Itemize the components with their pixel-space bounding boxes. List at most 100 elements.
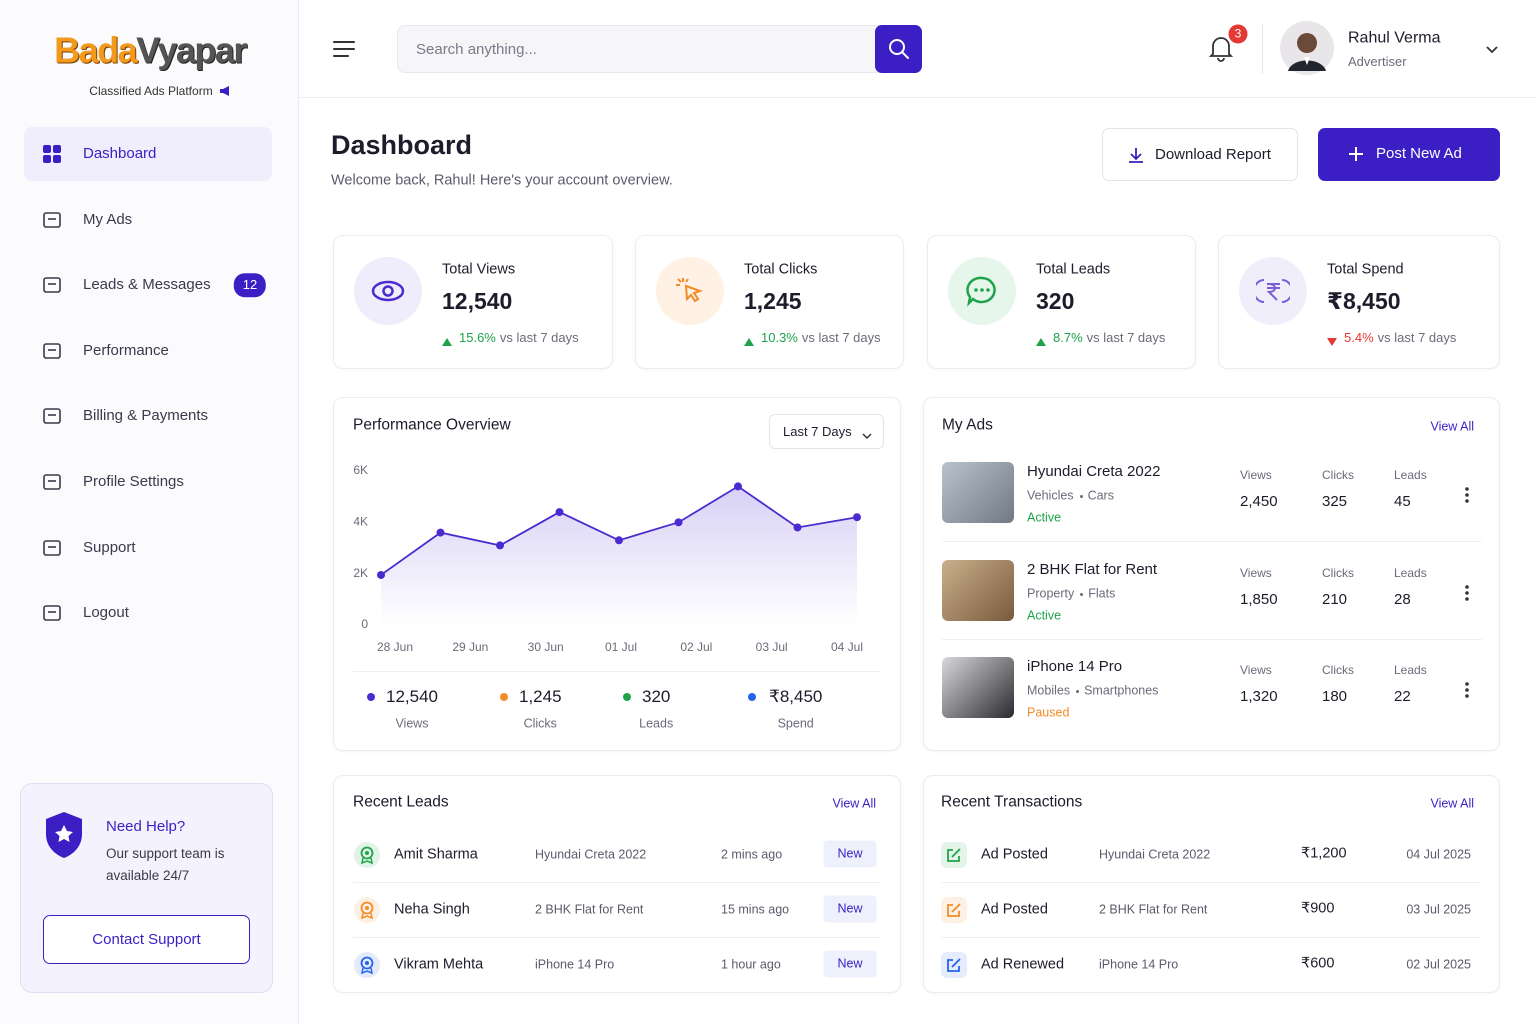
nav-icon [42,275,62,295]
view-all-link[interactable]: View All [1430,419,1474,434]
ad-status: Active [1027,510,1062,525]
icon-path [947,849,960,862]
view-all-link[interactable]: View All [1430,796,1474,811]
transaction-icon-glyph [946,847,962,863]
icon-circle [1465,596,1469,601]
icon-rect [53,145,61,153]
icon-path [862,433,872,440]
point [853,513,861,522]
search-box[interactable]: Search anything... [397,25,922,73]
metric-value: 22 [1394,688,1411,705]
search-button[interactable] [875,25,922,73]
stat-value: 320 [1036,288,1075,315]
row-divider [353,937,881,938]
metric-label: Views [1240,565,1272,580]
icon-circle [980,288,984,292]
summary-value: ₹8,450 [769,686,823,706]
icon-circle [1297,33,1317,53]
transaction-ad: 2 BHK Flat for Rent [1099,902,1208,917]
header-divider [299,97,1536,98]
ad-subcategory: Cars [1087,488,1114,503]
icon-svg [966,276,996,307]
icon-svg [333,41,355,57]
nav-item[interactable]: Profile Settings [83,473,184,490]
range-dropdown[interactable]: Last 7 Days [769,414,884,449]
transaction-date: 03 Jul 2025 [1406,902,1471,917]
stat-icon [948,257,1016,325]
metric-label: Views [1240,467,1272,482]
metric-label: Leads [1394,565,1427,580]
icon-circle [1465,682,1469,686]
icon-circle [1465,694,1469,698]
tagline: Classified Ads Platform [89,83,213,98]
icon-path [360,857,374,865]
icon-path [1327,338,1337,346]
nav-item[interactable]: Performance [83,342,169,359]
metric-label: Clicks [1322,565,1354,580]
icon-circle [974,288,978,292]
nav-item[interactable]: Logout [83,604,129,621]
ad-subcategory: Smartphones [1084,683,1159,698]
icon-rect [43,540,61,556]
nav-icon [42,538,62,558]
icon-path [676,278,689,286]
bell-icon [1208,35,1234,62]
lead-icon-glyph [359,846,375,865]
transaction-amount: ₹900 [1301,900,1335,917]
icon-circle [1465,584,1469,589]
nav-icon [42,603,62,623]
nav-item[interactable]: Dashboard [83,145,157,162]
icon-svg [1465,584,1469,601]
stat-label: Total Spend [1327,261,1404,278]
icon-svg [947,958,961,972]
stat-note: vs last 7 days [499,330,579,346]
post-new-ad-button[interactable]: Post New Ad [1318,128,1500,181]
plus-icon [1348,146,1364,162]
chevron-icon [1485,42,1499,54]
more-menu [1464,584,1470,602]
icon-svg [360,956,374,975]
card-title: Recent Leads [353,793,449,811]
download-report-button[interactable]: Download Report [1102,128,1298,181]
more-menu [1464,681,1470,699]
lead-icon [354,897,380,923]
nav-item[interactable]: Support [83,539,136,556]
nav-item[interactable]: My Ads [83,211,133,228]
performance-card: Performance Overview Last 7 Days 0 2K 4K 6K 28… [333,397,901,751]
stat-value: 1,245 [744,288,802,315]
icon-rect [43,145,51,153]
contact-support-button[interactable]: Contact Support [43,915,250,964]
x-tick-label: 28 Jun [377,640,413,654]
stat-icon-glyph [965,274,999,308]
x-tick-label: 02 Jul [680,640,712,654]
ad-thumbnail [942,462,1014,523]
nav-icon [42,341,62,361]
ad-category: Vehicles [1027,488,1074,503]
icon-svg [46,812,82,858]
nav-item[interactable]: Billing & Payments [83,407,209,424]
icon-svg [43,212,61,228]
icon-path [1349,147,1363,161]
icon-path [333,41,355,57]
metric-value: 325 [1322,493,1348,510]
icon-path [744,338,754,346]
icon-path [1129,148,1143,163]
performance-chart: 0 2K 4K 6K 28 Jun 29 Jun 30 Jun 01 Jul 02 Jul 03 … [353,463,863,654]
help-text: Our support team is [106,845,225,861]
metric-value: 210 [1322,590,1348,608]
nav-icon [42,472,62,492]
y-tick-label: 0 [361,617,368,631]
icon-svg [1465,487,1469,503]
icon-path [1288,60,1326,71]
bullet [1079,495,1083,498]
legend-dot [623,693,631,701]
icon-path [442,338,452,346]
lead-status: New [823,895,877,923]
ad-subcategory: Flats [1088,586,1116,600]
nav-item[interactable]: Leads & Messages [83,276,211,293]
icon-path [360,912,374,920]
stat-note: vs last 7 days [1377,330,1457,346]
view-all-link[interactable]: View All [832,796,876,811]
stat-note: vs last 7 days [1086,330,1166,346]
card-title: Recent Transactions [941,793,1083,811]
